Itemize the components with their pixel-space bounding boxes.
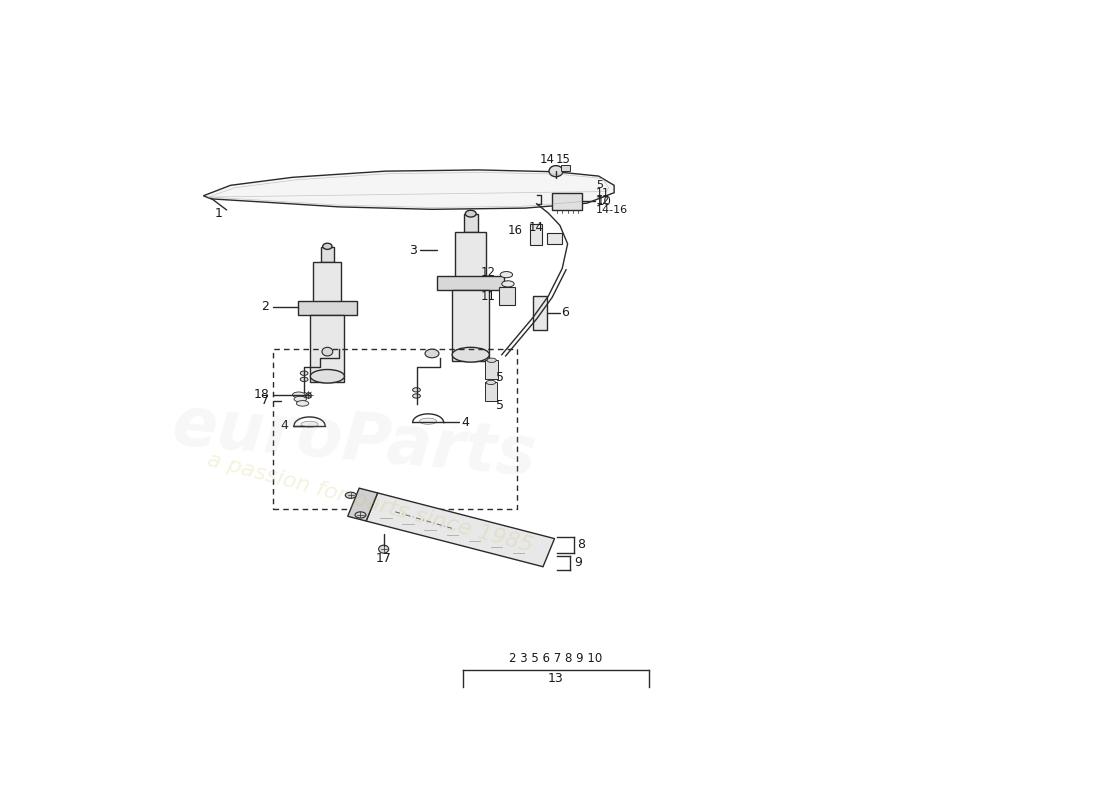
Text: 4: 4 xyxy=(280,419,288,432)
Text: 7: 7 xyxy=(262,394,270,407)
Text: 1: 1 xyxy=(214,206,223,219)
Text: 11: 11 xyxy=(481,290,495,302)
Ellipse shape xyxy=(486,380,495,385)
Ellipse shape xyxy=(301,422,318,427)
Ellipse shape xyxy=(300,371,308,375)
Bar xyxy=(298,301,356,314)
Text: 10: 10 xyxy=(596,195,612,208)
Polygon shape xyxy=(204,170,614,210)
Bar xyxy=(485,382,497,401)
Polygon shape xyxy=(348,488,377,521)
Bar xyxy=(532,296,547,330)
Ellipse shape xyxy=(300,378,308,382)
Text: 6: 6 xyxy=(561,306,570,319)
Bar xyxy=(438,277,504,290)
Ellipse shape xyxy=(293,392,305,398)
Text: 16: 16 xyxy=(508,224,522,237)
Ellipse shape xyxy=(294,396,307,402)
Ellipse shape xyxy=(296,401,309,406)
Text: euroParts: euroParts xyxy=(169,392,539,490)
Bar xyxy=(485,360,498,378)
Ellipse shape xyxy=(345,492,356,498)
Text: 14: 14 xyxy=(539,153,554,166)
Bar xyxy=(547,233,562,244)
Text: 12: 12 xyxy=(481,266,495,279)
Text: 2 3 5 6 7 8 9 10: 2 3 5 6 7 8 9 10 xyxy=(509,652,603,665)
Text: 18: 18 xyxy=(253,388,270,402)
Text: 5: 5 xyxy=(596,180,603,190)
Text: 11: 11 xyxy=(596,188,611,198)
Bar xyxy=(314,262,341,302)
Text: 3: 3 xyxy=(408,243,417,257)
Ellipse shape xyxy=(412,388,420,392)
Ellipse shape xyxy=(310,370,344,383)
Polygon shape xyxy=(366,493,554,566)
Bar xyxy=(561,165,570,171)
Bar xyxy=(552,193,582,210)
Ellipse shape xyxy=(549,166,563,177)
Text: 8: 8 xyxy=(578,538,585,551)
Bar xyxy=(273,349,517,509)
Bar xyxy=(455,231,486,278)
Ellipse shape xyxy=(378,545,388,553)
Text: 5: 5 xyxy=(495,371,504,384)
Ellipse shape xyxy=(465,210,476,217)
Text: 13: 13 xyxy=(548,672,564,686)
Ellipse shape xyxy=(502,281,514,287)
Bar xyxy=(452,290,490,361)
Bar xyxy=(499,287,515,306)
Text: 12: 12 xyxy=(596,196,611,206)
Text: 5: 5 xyxy=(495,398,504,412)
Text: a passion for parts since 1985: a passion for parts since 1985 xyxy=(205,450,535,556)
Text: 9: 9 xyxy=(574,556,582,570)
Text: 17: 17 xyxy=(376,552,392,565)
Bar xyxy=(310,314,344,382)
Ellipse shape xyxy=(322,243,332,250)
Ellipse shape xyxy=(452,347,490,362)
Bar xyxy=(530,223,542,245)
Text: 4: 4 xyxy=(462,416,470,429)
Text: 15: 15 xyxy=(556,153,571,166)
Ellipse shape xyxy=(487,358,496,362)
Bar xyxy=(464,214,477,231)
Ellipse shape xyxy=(322,347,333,356)
Ellipse shape xyxy=(355,512,366,518)
Bar xyxy=(321,247,333,262)
Ellipse shape xyxy=(419,418,437,424)
Text: 14-16: 14-16 xyxy=(596,205,628,215)
Ellipse shape xyxy=(425,349,439,358)
Ellipse shape xyxy=(500,271,513,278)
Ellipse shape xyxy=(412,394,420,398)
Text: 2: 2 xyxy=(262,300,270,313)
Text: 14: 14 xyxy=(529,221,543,234)
